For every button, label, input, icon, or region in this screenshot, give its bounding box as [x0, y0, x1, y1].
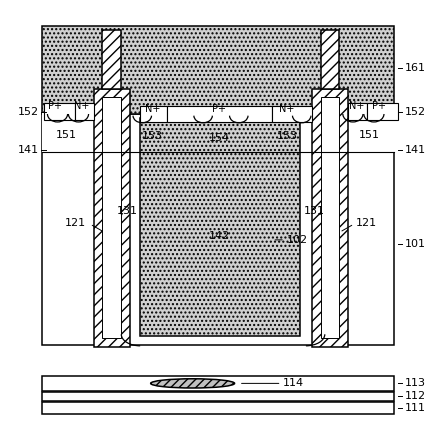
Text: 152: 152 [404, 107, 426, 117]
Bar [42, 392, 394, 401]
Text: 161: 161 [404, 63, 425, 73]
Text: 111: 111 [404, 403, 425, 413]
Text: 141: 141 [17, 145, 39, 155]
Bar [348, 112, 396, 152]
Bar [367, 104, 398, 120]
Bar [75, 104, 94, 120]
Text: 101: 101 [404, 239, 425, 249]
Text: N+: N+ [74, 101, 90, 112]
Bar [44, 104, 75, 120]
Text: N+: N+ [145, 104, 160, 114]
Text: 153: 153 [277, 131, 297, 141]
Bar [103, 30, 121, 89]
Text: 152: 152 [17, 107, 39, 117]
Bar [42, 26, 394, 114]
Bar [94, 89, 130, 347]
Bar [321, 30, 340, 89]
Text: 141: 141 [404, 145, 426, 155]
Text: 112: 112 [404, 392, 426, 401]
Text: 121: 121 [64, 218, 86, 228]
Bar [272, 107, 312, 123]
Text: P+: P+ [48, 101, 63, 112]
Bar [42, 114, 394, 345]
Bar [348, 104, 367, 120]
Bar [140, 107, 167, 123]
Bar [321, 97, 340, 338]
Text: 114: 114 [283, 378, 304, 389]
Ellipse shape [151, 379, 234, 388]
Bar [140, 118, 300, 336]
Bar [312, 89, 348, 347]
Text: 142: 142 [208, 231, 230, 241]
Text: 154: 154 [209, 133, 230, 143]
Text: 131: 131 [117, 205, 138, 216]
Bar [42, 376, 394, 391]
Text: 131: 131 [304, 205, 325, 216]
Bar [42, 112, 94, 152]
Bar [167, 107, 272, 123]
Text: 153: 153 [142, 131, 163, 141]
Text: 113: 113 [404, 378, 425, 389]
Text: 151: 151 [358, 130, 379, 140]
Bar [103, 97, 121, 338]
Text: 102: 102 [287, 235, 308, 245]
Text: N+: N+ [349, 101, 365, 112]
Text: P+: P+ [212, 104, 226, 114]
Text: N+: N+ [279, 104, 295, 114]
Bar [42, 402, 394, 414]
Text: 121: 121 [356, 218, 377, 228]
Text: P+: P+ [373, 101, 386, 112]
Text: 151: 151 [56, 130, 77, 140]
